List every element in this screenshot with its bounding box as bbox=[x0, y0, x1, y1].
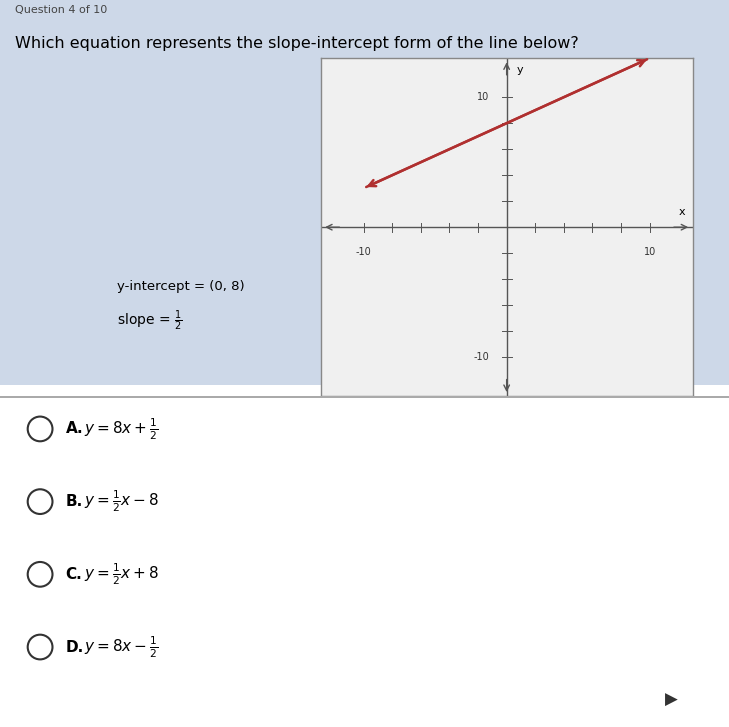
Text: -10: -10 bbox=[474, 352, 489, 362]
Text: $y = \frac{1}{2}x - 8$: $y = \frac{1}{2}x - 8$ bbox=[84, 489, 159, 515]
Text: $y = 8x - \frac{1}{2}$: $y = 8x - \frac{1}{2}$ bbox=[84, 634, 158, 660]
Text: ▶: ▶ bbox=[666, 691, 678, 709]
Text: D.: D. bbox=[66, 640, 84, 654]
Text: Which equation represents the slope-intercept form of the line below?: Which equation represents the slope-inte… bbox=[15, 36, 578, 52]
Text: 10: 10 bbox=[644, 246, 656, 257]
Text: C.: C. bbox=[66, 567, 82, 582]
Text: $y = 8x + \frac{1}{2}$: $y = 8x + \frac{1}{2}$ bbox=[84, 416, 158, 442]
Text: y-intercept = (0, 8): y-intercept = (0, 8) bbox=[117, 280, 244, 293]
Text: A.: A. bbox=[66, 422, 83, 436]
Text: B.: B. bbox=[66, 494, 83, 509]
Text: -10: -10 bbox=[356, 246, 372, 257]
Text: x: x bbox=[679, 206, 685, 217]
Text: y: y bbox=[517, 65, 523, 75]
Text: slope = $\frac{1}{2}$: slope = $\frac{1}{2}$ bbox=[117, 309, 182, 333]
Text: $y = \frac{1}{2}x + 8$: $y = \frac{1}{2}x + 8$ bbox=[84, 561, 159, 587]
Text: Question 4 of 10: Question 4 of 10 bbox=[15, 5, 107, 15]
Text: 10: 10 bbox=[477, 92, 489, 103]
